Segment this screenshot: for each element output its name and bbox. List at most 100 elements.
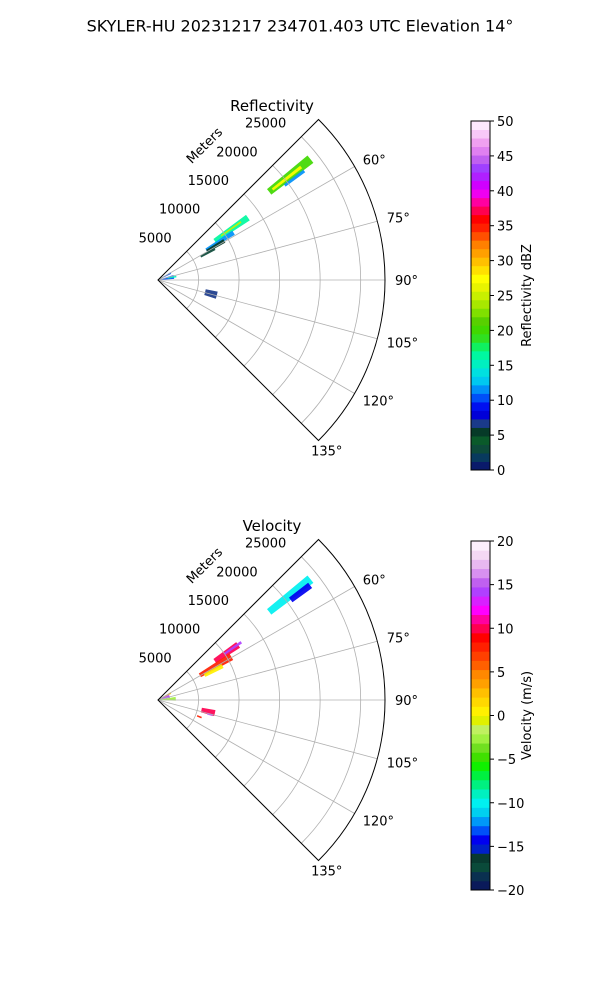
colorbar-segment bbox=[471, 743, 490, 753]
colorbar-tick-label: 20 bbox=[497, 535, 514, 550]
colorbar-segment bbox=[471, 427, 490, 437]
theta-gridline bbox=[157, 279, 355, 394]
range-ring bbox=[272, 585, 321, 815]
colorbar-segment bbox=[471, 359, 490, 369]
range-ring bbox=[186, 671, 199, 729]
colorbar-segment bbox=[471, 642, 490, 652]
echo-cell bbox=[200, 247, 216, 258]
colorbar-segment bbox=[471, 568, 490, 579]
colorbar-segment bbox=[471, 231, 490, 241]
echo-cell bbox=[220, 221, 242, 237]
polar-spine bbox=[157, 538, 386, 862]
theta-tick-label: 120° bbox=[363, 395, 394, 410]
colorbar-segment bbox=[471, 825, 490, 836]
colorbar-tick-label: 5 bbox=[497, 429, 505, 444]
theta-tick-label: 90° bbox=[395, 694, 418, 709]
theta-tick-label: 75° bbox=[387, 212, 410, 227]
colorbar-segment bbox=[471, 577, 490, 588]
colorbar-segment bbox=[471, 155, 490, 165]
colorbar-segment bbox=[471, 274, 490, 284]
colorbar-tick-label: 15 bbox=[497, 359, 514, 374]
velocity-panel: Velocity 60° 75° 90° 105° 120° 135° 5000 10000 15… bbox=[139, 517, 535, 899]
colorbar-segment bbox=[471, 452, 490, 462]
colorbar-segment bbox=[471, 807, 490, 818]
colorbar-segment bbox=[471, 223, 490, 233]
colorbar-tick-label: 45 bbox=[497, 150, 514, 165]
colorbar-tick-label: 5 bbox=[497, 666, 505, 681]
colorbar-segment bbox=[471, 715, 490, 726]
colorbar-segment bbox=[471, 333, 490, 343]
range-ring bbox=[215, 642, 240, 758]
colorbar-segment bbox=[471, 461, 490, 471]
colorbar-segment bbox=[471, 376, 490, 386]
colorbar-segment bbox=[471, 248, 490, 258]
echo-cell bbox=[267, 575, 314, 615]
colorbar-segment bbox=[471, 393, 490, 403]
echo-cell bbox=[288, 582, 313, 603]
colorbar-segment bbox=[471, 834, 490, 845]
colorbar-tick-label: −5 bbox=[497, 753, 516, 768]
colorbar-segment bbox=[471, 342, 490, 352]
echo-cell bbox=[271, 165, 303, 191]
r-tick-label: 25000 bbox=[245, 117, 286, 132]
colorbar-segment bbox=[471, 798, 490, 808]
colorbar-tick-label: 10 bbox=[497, 394, 514, 409]
colorbar-tick-label: −15 bbox=[497, 840, 524, 855]
colorbar-segment bbox=[471, 844, 490, 854]
colorbar-segment bbox=[471, 350, 490, 360]
r-tick-label: 15000 bbox=[188, 174, 229, 189]
colorbar-tick-label: −10 bbox=[497, 797, 524, 812]
r-tick-label: 10000 bbox=[159, 623, 200, 638]
theta-tick-label: 60° bbox=[363, 154, 386, 169]
colorbar-segment bbox=[471, 559, 490, 570]
colorbar-segment bbox=[471, 871, 490, 882]
colorbar-segment bbox=[471, 121, 490, 131]
colorbar-segment bbox=[471, 410, 490, 420]
theta-tick-label: 60° bbox=[363, 574, 386, 589]
colorbar-segment bbox=[471, 862, 490, 873]
colorbar-label: Reflectivity dBZ bbox=[520, 244, 535, 347]
echo-cell bbox=[203, 664, 224, 677]
colorbar-segment bbox=[471, 257, 490, 267]
colorbar-segment bbox=[471, 401, 490, 411]
theta-gridline bbox=[157, 586, 355, 701]
range-ring bbox=[243, 613, 280, 787]
theta-tick-label: 75° bbox=[387, 632, 410, 647]
theta-gridline bbox=[157, 279, 378, 340]
colorbar-segment bbox=[471, 733, 490, 744]
colorbar-segment bbox=[471, 444, 490, 454]
colorbar-segment bbox=[471, 669, 490, 680]
colorbar-segment bbox=[471, 697, 490, 707]
theta-tick-label: 105° bbox=[387, 756, 418, 771]
reflectivity-panel: Reflectivity60°75°90°105°120°135°5000100… bbox=[139, 97, 535, 479]
colorbar-segment bbox=[471, 206, 490, 216]
colorbar-segment bbox=[471, 384, 490, 394]
echo-cell bbox=[224, 641, 243, 655]
colorbar-segment bbox=[471, 316, 490, 326]
range-ring bbox=[186, 251, 199, 309]
colorbar-segment bbox=[471, 291, 490, 301]
colorbar-segment bbox=[471, 435, 490, 445]
colorbar-segment bbox=[471, 596, 490, 606]
colorbar-tick-label: 10 bbox=[497, 622, 514, 637]
colorbar-segment bbox=[471, 586, 490, 597]
colorbar-segment bbox=[471, 146, 490, 156]
theta-tick-label: 90° bbox=[395, 274, 418, 289]
range-ring bbox=[301, 136, 361, 424]
range-ring bbox=[243, 193, 280, 367]
colorbar-segment bbox=[471, 550, 490, 560]
colorbar-segment bbox=[471, 770, 490, 781]
colorbar-segment bbox=[471, 189, 490, 199]
colorbar-segment bbox=[471, 853, 490, 863]
figure-title: SKYLER-HU 20231217 234701.403 UTC Elevat… bbox=[87, 17, 514, 36]
r-tick-label: 25000 bbox=[245, 537, 286, 552]
colorbar-segment bbox=[471, 180, 490, 190]
colorbar-tick-label: 15 bbox=[497, 579, 514, 594]
colorbar-segment bbox=[471, 660, 490, 671]
theta-gridline bbox=[157, 166, 355, 281]
colorbar-segment bbox=[471, 788, 490, 799]
range-ring bbox=[272, 165, 321, 395]
theta-tick-label: 120° bbox=[363, 815, 394, 830]
colorbar-tick-label: 30 bbox=[497, 255, 514, 270]
colorbar-segment bbox=[471, 880, 490, 891]
